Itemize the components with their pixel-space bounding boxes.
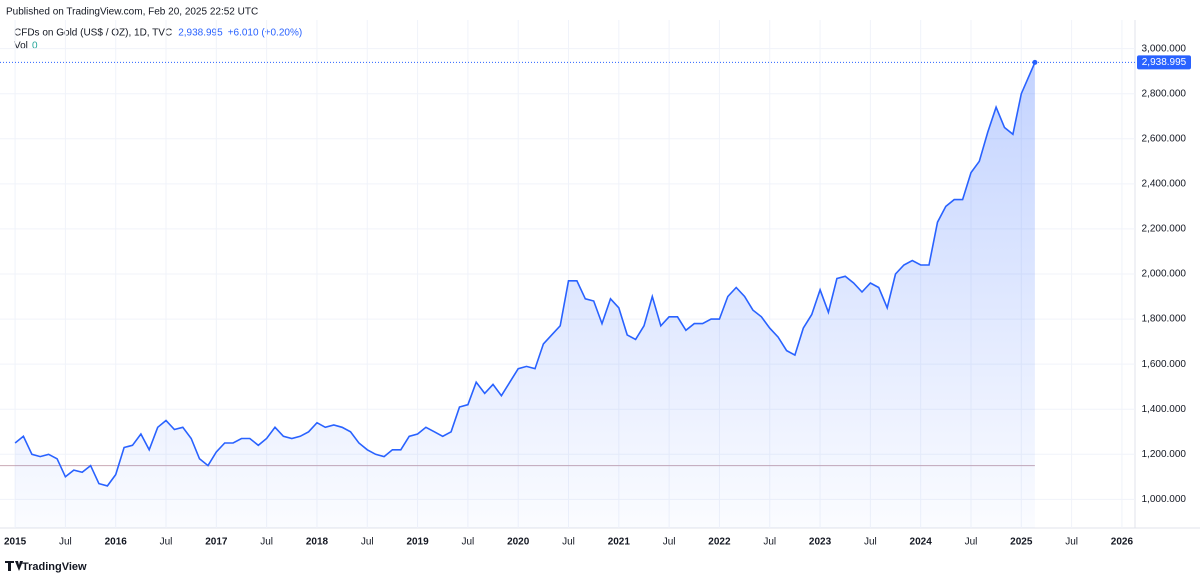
volume-value: 0 bbox=[32, 41, 38, 52]
x-tick-label: 2023 bbox=[809, 537, 832, 548]
area-fill bbox=[15, 62, 1035, 529]
x-tick-label: Jul bbox=[864, 537, 877, 548]
last-price-badge bbox=[1137, 55, 1191, 70]
published-note: Published on TradingView.com, Feb 20, 20… bbox=[6, 7, 258, 18]
x-tick-label: 2016 bbox=[105, 537, 128, 548]
x-tick-label: 2018 bbox=[306, 537, 329, 548]
x-tick-label: Jul bbox=[361, 537, 374, 548]
header-change: +6.010 (+0.20%) bbox=[228, 28, 303, 39]
x-tick-label: 2019 bbox=[406, 537, 429, 548]
y-tick-label: 2,200.000 bbox=[1142, 224, 1187, 235]
y-tick-label: 1,800.000 bbox=[1142, 314, 1187, 325]
x-tick-label: 2017 bbox=[205, 537, 228, 548]
x-tick-label: Jul bbox=[763, 537, 776, 548]
y-tick-label: 1,600.000 bbox=[1142, 359, 1187, 370]
y-tick-label: 2,600.000 bbox=[1142, 133, 1187, 144]
x-tick-label: Jul bbox=[663, 537, 676, 548]
last-price-label: 2,938.995 bbox=[1142, 57, 1187, 68]
y-tick-label: 2,000.000 bbox=[1142, 269, 1187, 280]
x-tick-label: Jul bbox=[260, 537, 273, 548]
x-tick-label: Jul bbox=[59, 537, 72, 548]
y-tick-label: 2,800.000 bbox=[1142, 88, 1187, 99]
x-tick-label: Jul bbox=[160, 537, 173, 548]
x-tick-label: 2025 bbox=[1010, 537, 1033, 548]
x-tick-label: 2024 bbox=[910, 537, 933, 548]
y-tick-label: 1,400.000 bbox=[1142, 404, 1187, 415]
last-point bbox=[1032, 59, 1038, 65]
x-tick-label: 2015 bbox=[4, 537, 27, 548]
y-tick-label: 1,200.000 bbox=[1142, 449, 1187, 460]
header-price: 2,938.995 bbox=[178, 28, 223, 39]
y-tick-label: 3,000.000 bbox=[1142, 43, 1187, 54]
y-tick-label: 1,000.000 bbox=[1142, 494, 1187, 505]
x-tick-label: Jul bbox=[461, 537, 474, 548]
x-tick-label: Jul bbox=[562, 537, 575, 548]
x-tick-label: 2021 bbox=[608, 537, 631, 548]
x-tick-label: 2026 bbox=[1111, 537, 1134, 548]
logo-icon bbox=[5, 561, 23, 571]
x-tick-label: Jul bbox=[965, 537, 978, 548]
volume-label: Vol bbox=[14, 41, 28, 52]
x-tick-label: Jul bbox=[1065, 537, 1078, 548]
x-tick-label: 2022 bbox=[708, 537, 731, 548]
y-tick-label: 2,400.000 bbox=[1142, 178, 1187, 189]
price-line bbox=[14, 62, 1036, 487]
x-tick-label: 2020 bbox=[507, 537, 530, 548]
footer-logo: TradingView bbox=[22, 561, 87, 573]
chart-title: CFDs on Gold (US$ / OZ), 1D, TVC bbox=[14, 28, 172, 39]
